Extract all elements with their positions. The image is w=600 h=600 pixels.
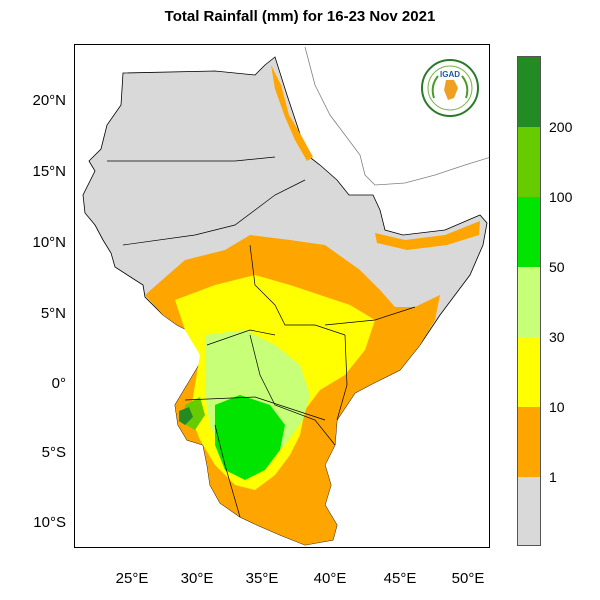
lat-label-10s: 10°S [33, 514, 66, 531]
rain-zone-somali-orange [375, 221, 480, 250]
colorbar-swatch-1-10 [518, 407, 540, 477]
rainfall-map [74, 44, 490, 548]
lon-label-50e: 50°E [451, 570, 485, 587]
lat-label-0: 0° [51, 375, 66, 392]
colorbar-swatch-30-50 [518, 267, 540, 337]
colorbar-label-10: 10 [549, 399, 565, 415]
colorbar-swatch-gt200 [518, 57, 540, 127]
rain-zone-darkgreen [179, 407, 193, 425]
igad-logo-text: IGAD [440, 70, 460, 79]
colorbar-swatch-50-100 [518, 197, 540, 267]
colorbar-swatch-10-30 [518, 337, 540, 407]
country-borders [107, 156, 416, 518]
lat-label-20n: 20°N [32, 92, 66, 109]
lat-label-10n: 10°N [32, 234, 66, 251]
colorbar-label-200: 200 [549, 119, 573, 135]
colorbar-swatch-lt1 [518, 477, 540, 545]
lon-label-40e: 40°E [313, 570, 347, 587]
lon-label-30e: 30°E [180, 570, 214, 587]
colorbar-label-1: 1 [549, 469, 557, 485]
colorbar [517, 56, 541, 546]
colorbar-label-30: 30 [549, 329, 565, 345]
lat-label-5n: 5°N [40, 305, 66, 322]
rain-zone-coast-orange [271, 65, 313, 161]
rainfall-map-canvas [82, 46, 489, 546]
arabia-coastline [304, 46, 489, 186]
lon-label-25e: 25°E [115, 570, 149, 587]
rain-zone-green [215, 395, 285, 480]
lon-label-45e: 45°E [383, 570, 417, 587]
lat-label-5s: 5°S [41, 444, 66, 461]
igad-logo: IGAD [420, 58, 480, 118]
lon-label-35e: 35°E [245, 570, 279, 587]
igad-logo-icon: IGAD [421, 59, 479, 117]
colorbar-label-50: 50 [549, 259, 565, 275]
lat-label-15n: 15°N [32, 163, 66, 180]
colorbar-label-100: 100 [549, 189, 573, 205]
rain-zone-brightgreen [183, 397, 205, 430]
map-title: Total Rainfall (mm) for 16-23 Nov 2021 [164, 8, 436, 25]
colorbar-swatch-100-200 [518, 127, 540, 197]
